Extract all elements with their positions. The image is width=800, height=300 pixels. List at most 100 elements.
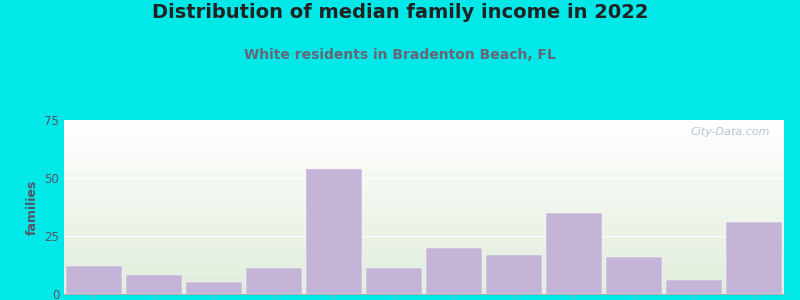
Bar [64,274,784,275]
Bar [64,200,784,201]
Bar [64,155,784,156]
Bar [64,142,784,143]
Bar [64,277,784,278]
Bar [64,213,784,214]
Bar [64,238,784,239]
Bar [64,137,784,139]
Bar [64,177,784,178]
Bar [64,148,784,149]
Bar [64,256,784,258]
Bar [64,204,784,205]
Bar [64,231,784,232]
Bar [306,169,362,294]
Bar [64,252,784,253]
Bar [64,286,784,287]
Bar [64,244,784,245]
Bar [64,292,784,293]
Bar [64,194,784,195]
Bar [64,282,784,284]
Bar [64,251,784,252]
Bar [64,132,784,133]
Bar [64,166,784,167]
Bar [64,196,784,197]
Bar [64,152,784,153]
Bar [64,217,784,218]
Bar [64,162,784,163]
Bar [64,225,784,226]
Bar [64,259,784,260]
Bar [64,158,784,160]
Bar [64,154,784,155]
Bar [64,202,784,203]
Bar [64,224,784,225]
Bar [64,226,784,227]
Bar [64,156,784,158]
Bar [64,206,784,208]
Bar [64,289,784,290]
Bar [726,222,782,294]
Bar [64,120,784,121]
Bar [64,288,784,289]
Bar [64,232,784,233]
Bar [64,143,784,145]
Bar [366,268,422,294]
Bar [64,190,784,191]
Bar [64,170,784,171]
Bar [64,234,784,236]
Text: White residents in Bradenton Beach, FL: White residents in Bradenton Beach, FL [244,48,556,62]
Bar [64,212,784,213]
Bar [64,285,784,286]
Bar [64,171,784,172]
Bar [64,208,784,209]
Bar [64,243,784,244]
Bar [64,219,784,220]
Bar [64,181,784,182]
Text: City-Data.com: City-Data.com [690,127,770,137]
Bar [64,279,784,280]
Bar [64,133,784,134]
Bar [64,187,784,188]
Bar [64,205,784,206]
Bar [64,293,784,294]
Bar [64,172,784,174]
Bar [64,180,784,181]
Bar [64,139,784,140]
Bar [64,126,784,127]
Bar [64,192,784,194]
Bar [64,149,784,150]
Bar [64,169,784,170]
Bar [64,239,784,240]
Bar [64,240,784,242]
Bar [126,275,182,294]
Bar [64,287,784,288]
Bar [64,281,784,282]
Bar [64,182,784,183]
Bar [66,266,122,294]
Bar [64,211,784,212]
Bar [64,246,784,247]
Bar [64,201,784,202]
Bar [64,146,784,147]
Bar [64,237,784,238]
Bar [64,258,784,259]
Bar [64,275,784,277]
Bar [64,273,784,274]
Bar [64,134,784,135]
Bar [64,261,784,262]
Bar [64,242,784,243]
Bar [606,257,662,294]
Bar [64,269,784,271]
Bar [64,122,784,124]
Bar [64,147,784,148]
Bar [64,245,784,246]
Bar [64,178,784,180]
Bar [64,168,784,169]
Bar [64,183,784,184]
Bar [546,213,602,294]
Bar [64,129,784,130]
Bar [64,195,784,196]
Bar [64,267,784,268]
Bar [64,233,784,234]
Bar [64,254,784,256]
Bar [64,153,784,154]
